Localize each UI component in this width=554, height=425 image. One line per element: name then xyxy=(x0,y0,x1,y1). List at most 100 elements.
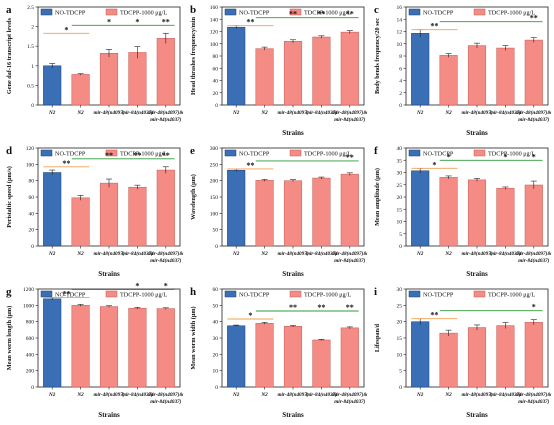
y-tick-label: 0 xyxy=(399,103,402,109)
y-tick-label: 0 xyxy=(399,244,402,250)
y-tick-label: 20 xyxy=(213,91,219,97)
y-tick-label: 30 xyxy=(397,171,403,177)
significance-star: * xyxy=(64,25,68,34)
legend-swatch-control xyxy=(224,8,237,16)
y-tick-label: 100 xyxy=(210,42,219,48)
y-tick-label: 140 xyxy=(210,17,219,23)
category-label-line: mir-48(n4097)& xyxy=(332,250,367,257)
bar xyxy=(43,65,62,106)
legend-swatch-control xyxy=(408,290,421,298)
category-label: mir-48(n4097) xyxy=(93,109,124,116)
bar xyxy=(496,187,515,247)
y-tick-label: 35 xyxy=(397,158,403,164)
category-label: N2 xyxy=(232,251,240,257)
panel-letter: e xyxy=(190,145,195,157)
y-tick-label: 0 xyxy=(399,385,402,391)
bar xyxy=(496,47,515,106)
bar xyxy=(156,38,175,106)
x-axis-label: Strains xyxy=(98,411,120,419)
chart-panel-b: b 0 20 40 60 80 100 120 140 160 Head thrashes freq… xyxy=(190,4,367,137)
y-tick-label: 200 xyxy=(210,179,219,185)
category-label: mir-48(n4097) xyxy=(461,391,492,398)
y-axis-label: Head thrashes frequency/min xyxy=(190,16,197,94)
chart-panel-i: i 0 5 10 15 20 25 30 Lifespan/d N2 N2 mir-48(n4097)… xyxy=(374,286,551,419)
x-axis-label: Strains xyxy=(98,270,120,278)
legend-label-control: NO-TDCPP xyxy=(423,10,454,17)
chart-panel-a: a 0 0.5 1 1.5 2 2.5 Gene daf-16 transcript leve… xyxy=(6,4,183,123)
significance-star: * xyxy=(503,152,507,161)
category-label: mir-48(n4097) xyxy=(461,250,492,257)
legend-swatch-treated xyxy=(105,149,118,157)
legend-swatch-treated xyxy=(289,8,302,16)
y-tick-label: 50 xyxy=(213,228,219,234)
category-label: mir-84(n4037) xyxy=(306,250,337,257)
bar xyxy=(439,55,458,106)
y-axis-label: Gene daf-16 transcript levels xyxy=(6,17,13,94)
legend-swatch-control xyxy=(224,290,237,298)
y-tick-label: 0.5 xyxy=(27,83,34,89)
bar xyxy=(524,322,543,388)
legend-label-control: NO-TDCPP xyxy=(423,151,454,158)
y-tick-label: 4 xyxy=(399,79,402,85)
y-tick-label: 150 xyxy=(210,195,219,201)
legend-swatch-control xyxy=(40,290,53,298)
panel-letter: b xyxy=(190,4,196,16)
y-tick-label: 10 xyxy=(213,369,219,375)
y-tick-label: 5 xyxy=(399,369,402,375)
y-tick-label: 100 xyxy=(26,162,35,168)
category-label-line: mir-84(n4037) xyxy=(334,398,365,405)
significance-star: ** xyxy=(62,290,70,299)
bar xyxy=(283,180,303,247)
y-tick-label: 30 xyxy=(397,287,403,293)
significance-star: * xyxy=(135,17,139,26)
y-tick-label: 6 xyxy=(399,66,402,72)
significance-star: * xyxy=(532,303,536,312)
y-axis-label: Mean worm length (μm) xyxy=(6,306,13,371)
chart-panel-f: f 0 5 10 15 20 25 30 35 40 Mean amplitude (μm) N2 N2… xyxy=(374,145,551,278)
significance-star: * xyxy=(432,160,436,169)
bar xyxy=(340,31,359,106)
x-axis-label: Strains xyxy=(466,411,488,419)
category-label-line: mir-48(n4097)& xyxy=(516,109,551,116)
legend-label-control: NO-TDCPP xyxy=(239,151,270,158)
category-label: mir-48(n4097) xyxy=(277,391,308,398)
bar xyxy=(71,197,90,247)
y-tick-label: 200 xyxy=(26,369,35,375)
bar xyxy=(439,177,458,247)
chart-panel-h: h 0 10 20 30 40 50 60 Mean worm width (μm) N2 N2 mi… xyxy=(190,286,367,419)
y-tick-label: 40 xyxy=(213,79,219,85)
category-label: N2 xyxy=(76,110,84,116)
bar xyxy=(340,327,359,388)
bar xyxy=(312,36,331,106)
y-tick-label: 2 xyxy=(399,91,402,97)
y-tick-label: 14 xyxy=(397,17,403,23)
chart-panel-g: g 0 200 400 600 800 1000 1200 Mean worm length (… xyxy=(6,282,183,419)
legend-swatch-control xyxy=(408,149,421,157)
legend-swatch-treated xyxy=(473,8,486,16)
y-tick-label: 0 xyxy=(215,385,218,391)
bar xyxy=(467,179,487,247)
category-label: mir-48(n4097) xyxy=(461,109,492,116)
category-label-line: mir-84(n4037) xyxy=(334,257,365,264)
chart-panel-c: c 0 2 4 6 8 10 12 14 16 Body bends frequency/20 se… xyxy=(374,4,551,137)
bar xyxy=(71,74,90,106)
bar xyxy=(283,41,303,106)
category-label-line: mir-84(n4037) xyxy=(518,116,549,123)
y-tick-label: 0 xyxy=(31,385,34,391)
legend-label-treated: TDCPP-1000 μg/L xyxy=(304,151,351,158)
y-tick-label: 50 xyxy=(213,303,219,309)
y-tick-label: 400 xyxy=(26,352,35,358)
significance-star: ** xyxy=(62,159,70,168)
y-tick-label: 10 xyxy=(397,220,403,226)
category-label: mir-84(n4037) xyxy=(122,391,153,398)
significance-star: ** xyxy=(246,18,254,27)
significance-star: ** xyxy=(317,303,325,312)
y-tick-label: 1000 xyxy=(23,303,34,309)
y-tick-label: 80 xyxy=(29,179,35,185)
panel-letter: d xyxy=(6,145,12,157)
category-label: mir-48(n4097) xyxy=(93,250,124,257)
legend-swatch-control xyxy=(408,8,421,16)
bar xyxy=(255,323,274,388)
legend-label-control: NO-TDCPP xyxy=(239,292,270,299)
